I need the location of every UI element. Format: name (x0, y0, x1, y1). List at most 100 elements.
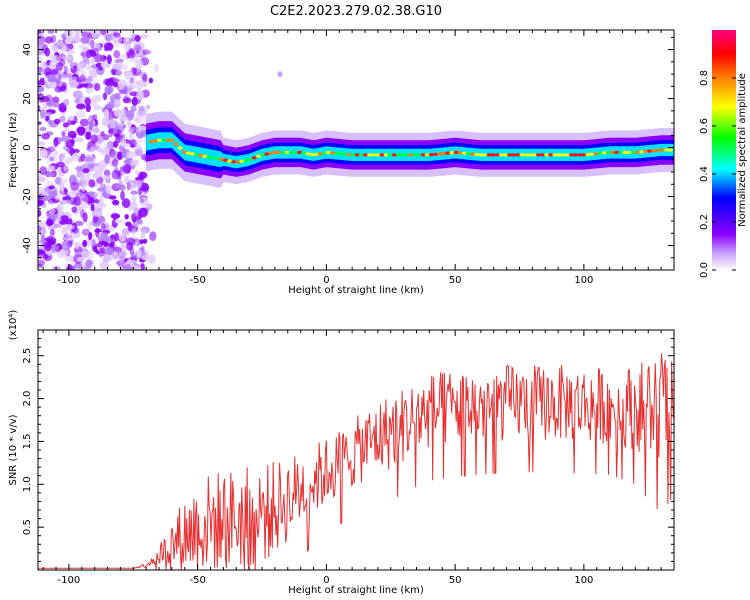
noise-speckle (96, 242, 104, 247)
noise-speckle (47, 146, 56, 153)
noise-speckle (67, 130, 77, 139)
noise-speckle (62, 122, 69, 128)
noise-speckle (118, 180, 123, 188)
ridge-hotspot (165, 138, 171, 142)
noise-speckle (78, 43, 87, 49)
colorbar-tick-label: 0.0 (699, 262, 710, 278)
noise-speckle (104, 154, 111, 165)
noise-speckle (112, 140, 119, 148)
noise-speckle (135, 59, 144, 70)
ridge-hotspot (317, 152, 323, 156)
ridge-hotspot (494, 153, 500, 157)
noise-speckle (98, 198, 105, 206)
noise-speckle (139, 239, 144, 245)
noise-speckle (59, 85, 67, 92)
noise-speckle (85, 263, 92, 270)
noise-speckle (131, 227, 136, 236)
noise-speckle (87, 75, 93, 83)
y-tick-label: -40 (22, 237, 33, 253)
noise-speckle (112, 81, 119, 88)
noise-speckle (79, 194, 89, 205)
noise-speckle (46, 236, 55, 242)
noise-speckle (147, 254, 156, 264)
noise-speckle (46, 172, 56, 178)
noise-speckle (138, 138, 143, 143)
x-tick-label: 0 (323, 575, 329, 586)
noise-speckle (40, 77, 45, 83)
noise-speckle (112, 250, 118, 256)
ridge-hotspot (618, 150, 624, 154)
noise-speckle (62, 98, 70, 107)
ridge-hotspot (597, 151, 604, 155)
x-tick-label: -50 (189, 275, 205, 286)
y-tick-label: 0.5 (22, 519, 33, 535)
noise-speckle (108, 119, 117, 129)
noise-speckle (44, 241, 52, 252)
noise-speckle (67, 191, 75, 196)
noise-speckle (99, 194, 104, 200)
ridge-hotspot (292, 150, 299, 154)
ridge-hotspot (568, 153, 575, 157)
noise-speckle (84, 156, 93, 163)
noise-speckle (120, 137, 126, 148)
noise-speckle (72, 65, 78, 71)
noise-speckle (39, 190, 49, 195)
ridge-hotspot (235, 160, 241, 164)
noise-speckle (114, 219, 123, 224)
noise-speckle (46, 109, 56, 115)
ridge-hotspot (433, 152, 439, 156)
snr-frame (37, 329, 675, 571)
noise-speckle (68, 79, 79, 89)
noise-speckle (62, 196, 68, 201)
noise-speckle (102, 144, 109, 152)
noise-speckle (129, 37, 136, 42)
ridge-hotspot (461, 151, 467, 155)
ridge-hotspot (523, 153, 529, 157)
noise-speckle (54, 176, 62, 185)
noise-speckle (85, 131, 92, 140)
ridge-hotspot (622, 150, 628, 154)
noise-speckle (60, 135, 70, 142)
ridge-hotspot (474, 152, 480, 157)
noise-speckle (125, 151, 136, 159)
noise-speckle (112, 199, 120, 206)
ridge-hotspot (556, 153, 562, 157)
ridge-hotspot (309, 153, 315, 157)
x-tick-label: -100 (58, 275, 81, 286)
noise-speckle (130, 126, 139, 131)
ridge-hotspot (420, 153, 426, 157)
noise-speckle (81, 228, 91, 236)
noise-speckle (76, 63, 84, 73)
noise-speckle (38, 200, 44, 206)
noise-speckle (60, 215, 69, 222)
ridge-hotspot (626, 150, 632, 154)
noise-speckle (142, 238, 148, 244)
noise-speckle (88, 120, 94, 130)
ridge-hotspot (486, 153, 492, 157)
noise-speckle (126, 83, 133, 88)
noise-speckle (112, 62, 118, 71)
noise-speckle (121, 148, 127, 159)
ridge-hotspot (478, 153, 484, 157)
noise-speckle (126, 114, 134, 121)
ridge-hotspot (470, 152, 476, 156)
noise-speckle (128, 48, 135, 56)
noise-speckle (92, 126, 100, 134)
x-tick-label: -50 (189, 575, 205, 586)
noise-speckle (67, 263, 73, 270)
noise-speckle (93, 104, 102, 111)
noise-speckle (136, 91, 143, 98)
colorbar-gradient (712, 30, 736, 270)
noise-speckle (89, 146, 96, 153)
ridge-hotspot (301, 151, 307, 155)
x-tick-label: 0 (323, 275, 329, 286)
noise-speckle (104, 85, 114, 94)
noise-speckle (102, 236, 112, 243)
ridge-hotspot (428, 153, 434, 157)
y-tick-label: 1.0 (22, 476, 33, 492)
noise-speckle (56, 250, 67, 259)
noise-speckle (86, 49, 92, 59)
noise-speckle (146, 104, 150, 110)
noise-speckle (129, 202, 138, 210)
noise-speckle (103, 169, 111, 177)
